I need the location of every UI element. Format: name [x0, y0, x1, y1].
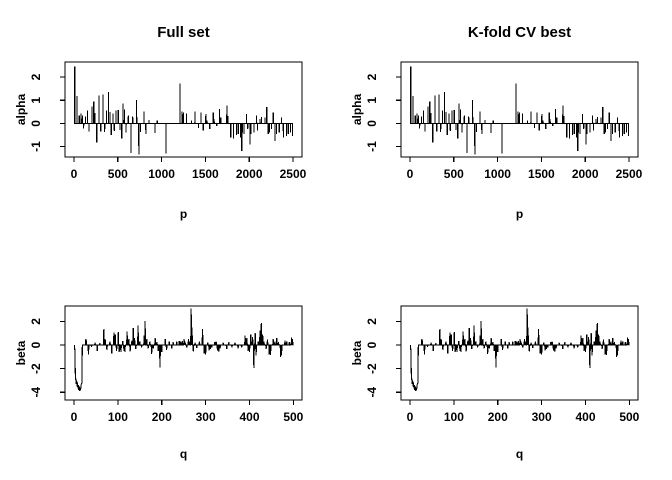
x-axis-tick-label: 500: [444, 167, 464, 181]
data-series-line: [410, 66, 630, 155]
y-axis-tick-label: 0: [29, 120, 43, 127]
x-axis-tick-label: 500: [108, 167, 128, 181]
plot-box: [64, 61, 303, 158]
chart-canvas-full-set-alpha: 0 500 1000 1500 2000 2500 -1 0 1 2 p alpha Full set: [14, 24, 307, 221]
chart-title: Full set: [157, 24, 210, 41]
x-axis-tick-label: 300: [532, 410, 552, 424]
plot-box: [400, 305, 639, 401]
x-axis-tick-label: 1000: [484, 167, 511, 181]
x-axis-tick-label: 100: [108, 410, 128, 424]
x-axis-tick-label: 0: [407, 167, 414, 181]
y-axis-tick-label: 0: [29, 341, 43, 348]
y-axis-tick-label: 1: [365, 97, 379, 104]
x-axis-tick-label: 0: [407, 410, 414, 424]
x-axis-tick-label: 1000: [148, 167, 175, 181]
x-axis-tick-label: 200: [488, 410, 508, 424]
y-axis-tick-label: -2: [29, 363, 43, 374]
x-axis-tick-label: 500: [619, 410, 639, 424]
x-axis-tick-label: 2500: [616, 167, 643, 181]
y-axis-label: beta: [350, 340, 364, 365]
subplot-kfold-alpha: 0 500 1000 1500 2000 2500 -1 0 1 2 p alpha K-fold CV…: [336, 0, 672, 240]
plot-box: [400, 61, 639, 158]
y-axis-tick-label: 2: [29, 318, 43, 325]
y-axis-tick-label: 2: [29, 73, 43, 80]
y-axis-tick-label: -4: [365, 387, 379, 398]
y-axis-tick-label: -1: [29, 141, 43, 152]
y-axis-tick-label: 2: [365, 73, 379, 80]
y-axis-tick-label: 1: [29, 97, 43, 104]
data-series-line: [74, 66, 294, 155]
x-axis-tick-label: 400: [575, 410, 595, 424]
x-axis-tick-label: 1500: [528, 167, 555, 181]
y-axis-tick-label: 2: [365, 318, 379, 325]
subplot-full-set-alpha: 0 500 1000 1500 2000 2500 -1 0 1 2 p alpha Full set: [0, 0, 336, 240]
chart-canvas-kfold-alpha: 0 500 1000 1500 2000 2500 -1 0 1 2 p alpha K-fold CV…: [350, 24, 643, 221]
x-axis-tick-label: 0: [71, 410, 78, 424]
x-axis-tick-label: 300: [196, 410, 216, 424]
plot-box: [64, 305, 303, 401]
subplot-full-set-beta: 0 100 200 300 400 500 -4 -2 0 2 q beta: [0, 240, 336, 480]
y-axis-tick-label: -2: [365, 363, 379, 374]
x-axis-tick-label: 100: [444, 410, 464, 424]
x-axis-label: q: [516, 447, 523, 461]
x-axis-tick-label: 400: [239, 410, 259, 424]
x-axis-label: p: [516, 207, 523, 221]
y-axis-label: alpha: [350, 94, 364, 126]
y-axis-tick-label: -4: [29, 387, 43, 398]
chart-canvas-full-set-beta: 0 100 200 300 400 500 -4 -2 0 2 q beta: [14, 305, 304, 461]
x-axis-tick-label: 1500: [192, 167, 219, 181]
x-axis-tick-label: 0: [71, 167, 78, 181]
chart-canvas-kfold-beta: 0 100 200 300 400 500 -4 -2 0 2 q beta: [350, 305, 640, 461]
y-axis-label: beta: [14, 340, 28, 365]
x-axis-tick-label: 500: [283, 410, 303, 424]
chart-title: K-fold CV best: [468, 24, 571, 41]
x-axis-label: p: [180, 207, 187, 221]
y-axis-label: alpha: [14, 94, 28, 126]
y-axis-tick-label: 0: [365, 120, 379, 127]
x-axis-tick-label: 200: [152, 410, 172, 424]
x-axis-tick-label: 2000: [572, 167, 599, 181]
x-axis-tick-label: 2000: [236, 167, 263, 181]
y-axis-tick-label: 0: [365, 341, 379, 348]
y-axis-tick-label: -1: [365, 141, 379, 152]
data-series-line: [73, 308, 294, 392]
x-axis-tick-label: 2500: [280, 167, 307, 181]
subplot-kfold-beta: 0 100 200 300 400 500 -4 -2 0 2 q beta: [336, 240, 672, 480]
x-axis-label: q: [180, 447, 187, 461]
data-series-line: [409, 308, 630, 392]
